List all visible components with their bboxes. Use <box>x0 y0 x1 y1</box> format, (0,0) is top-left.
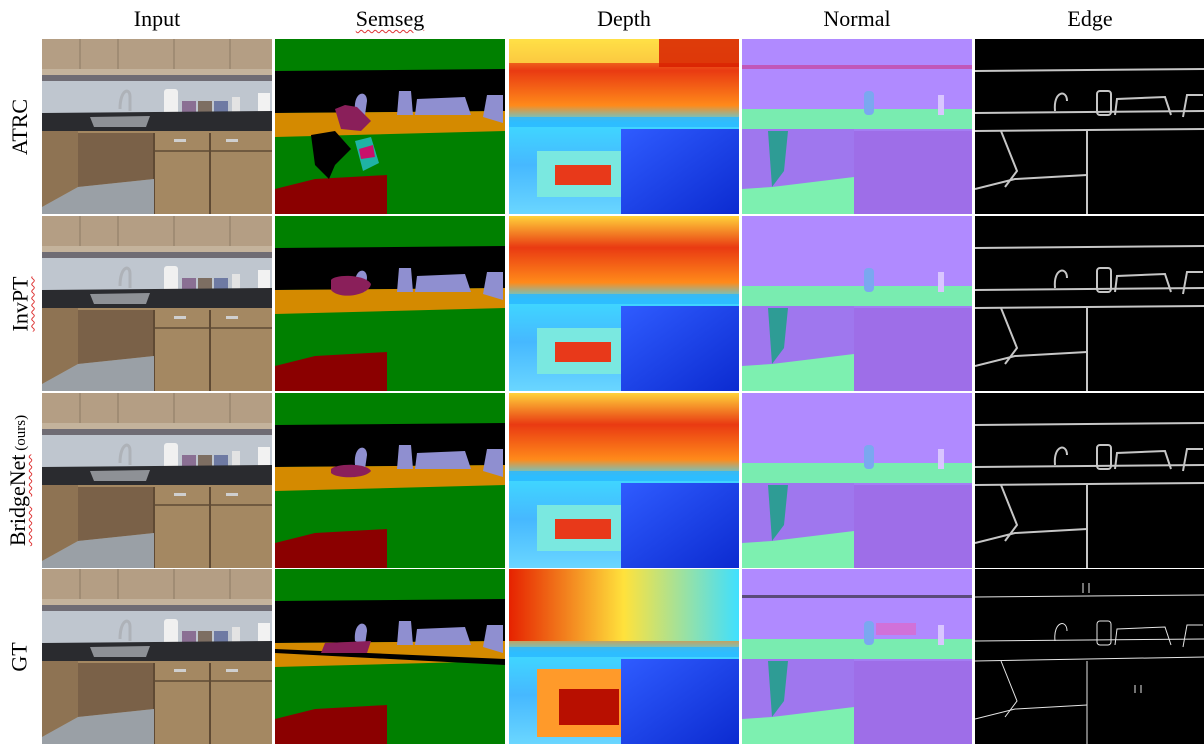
invpt-edge-image <box>975 216 1204 391</box>
column-header-depth: Depth <box>597 6 651 31</box>
row-label-gt-text: GT <box>6 641 32 672</box>
row-label-bridgenet-suffix: (ours) <box>13 414 30 455</box>
column-header-edge: Edge <box>1067 6 1113 31</box>
gt-normal-image <box>742 569 972 744</box>
atrc-semseg-image <box>275 39 505 214</box>
row-label-atrc: ATRC <box>0 39 40 214</box>
row-label-invpt: InvPT <box>0 216 40 391</box>
column-header-semseg-text: Semseg <box>355 6 425 31</box>
invpt-semseg-image <box>275 216 505 391</box>
bridgenet-input-image <box>42 393 272 568</box>
row-label-invpt-text: InvPT <box>7 276 32 331</box>
gt-edge-image <box>975 569 1204 744</box>
invpt-normal-image <box>742 216 972 391</box>
column-header-input: Input <box>133 6 181 31</box>
row-label-bridgenet: BridgeNet (ours) <box>0 393 40 568</box>
gt-semseg-image <box>275 569 505 744</box>
atrc-depth-image <box>509 39 739 214</box>
gt-input-image <box>42 569 272 744</box>
invpt-input-image <box>42 216 272 391</box>
gt-depth-image <box>509 569 739 744</box>
bridgenet-normal-image <box>742 393 972 568</box>
bridgenet-edge-image <box>975 393 1204 568</box>
atrc-edge-image <box>975 39 1204 214</box>
column-header-normal: Normal <box>823 6 891 31</box>
bridgenet-depth-image <box>509 393 739 568</box>
atrc-normal-image <box>742 39 972 214</box>
column-header-semseg: Semseg <box>275 4 505 34</box>
atrc-input-image <box>42 39 272 214</box>
row-label-gt: GT <box>0 569 40 744</box>
bridgenet-semseg-image <box>275 393 505 568</box>
row-label-bridgenet-text: BridgeNet <box>5 454 31 547</box>
invpt-depth-image <box>509 216 739 391</box>
row-label-atrc-text: ATRC <box>7 98 32 155</box>
